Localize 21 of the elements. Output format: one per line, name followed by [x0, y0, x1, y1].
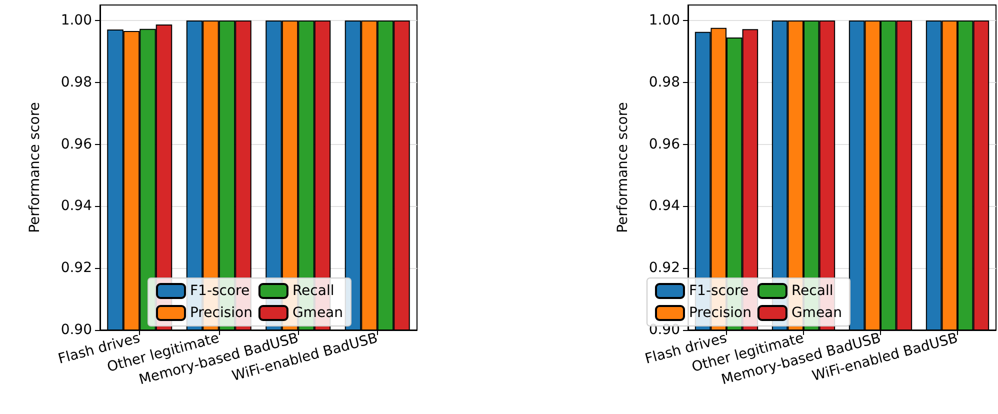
y-tick-label: 0.94: [60, 198, 92, 214]
legend-label: F1-score: [688, 283, 749, 299]
legend-label: Recall: [791, 283, 834, 299]
legend-label: Recall: [292, 283, 334, 299]
y-tick-label: 0.92: [648, 260, 680, 276]
legend-label: F1-score: [190, 283, 250, 299]
y-tick-label: 0.98: [60, 74, 92, 90]
y-tick-label: 0.92: [60, 260, 92, 276]
y-tick-label: 0.90: [60, 322, 92, 338]
y-tick-label: 0.98: [648, 74, 680, 90]
legend-label: Gmean: [292, 305, 344, 321]
y-axis-title: Performance score: [27, 102, 43, 233]
y-tick-label: 0.94: [648, 198, 680, 214]
y-tick-label: 1.00: [648, 12, 680, 28]
y-tick-label: 1.00: [60, 12, 92, 28]
legend-label: Precision: [190, 305, 252, 321]
legend-label: Gmean: [791, 305, 842, 321]
legend-label: Precision: [688, 305, 752, 321]
y-tick-label: 0.96: [60, 136, 92, 152]
y-axis-title: Performance score: [615, 102, 631, 233]
y-tick-label: 0.96: [648, 136, 680, 152]
